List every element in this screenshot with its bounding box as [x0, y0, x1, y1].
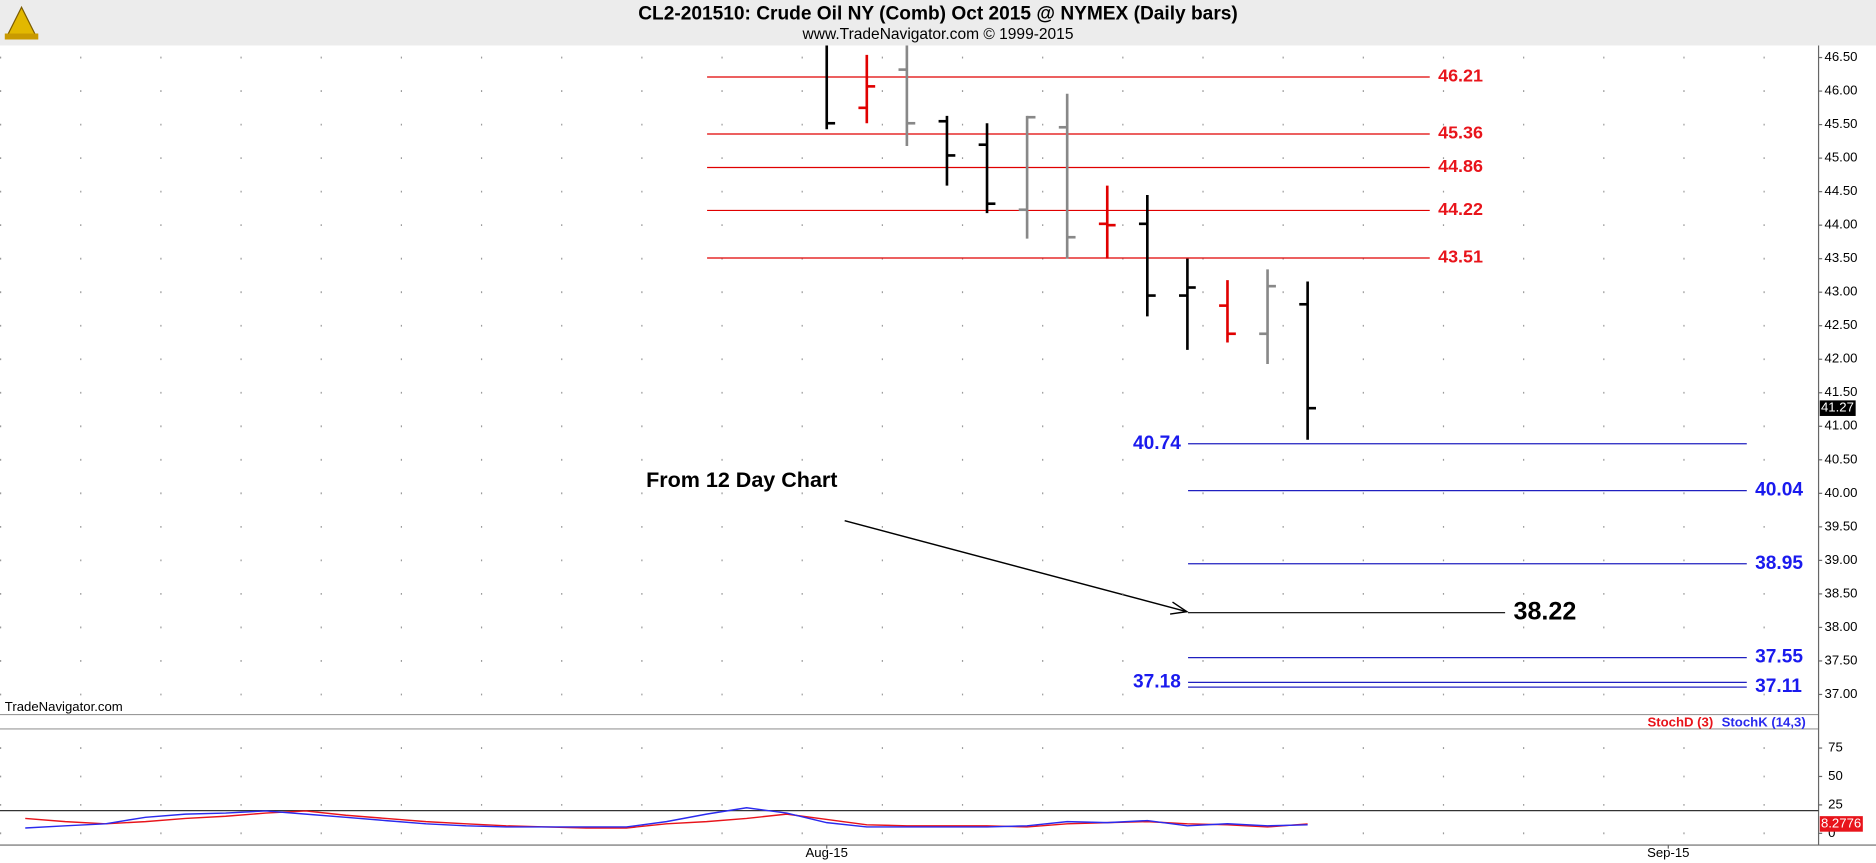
level-label: 44.86 — [1438, 156, 1483, 176]
stoch-line — [25, 810, 1308, 829]
y-tick-label: 44.00 — [1825, 217, 1858, 232]
y-tick-label: 45.50 — [1825, 116, 1858, 131]
header-band — [0, 0, 1876, 46]
y-tick-label: 41.00 — [1825, 418, 1858, 433]
watermark: TradeNavigator.com — [5, 699, 123, 714]
y-tick-label: 50 — [1828, 768, 1843, 783]
chart-subtitle: www.TradeNavigator.com © 1999-2015 — [802, 26, 1074, 43]
legend-label: StochK (14,3) — [1722, 714, 1806, 729]
x-tick-label: Sep-15 — [1647, 845, 1689, 860]
y-tick-label: 25 — [1828, 796, 1843, 811]
y-tick-label: 37.00 — [1825, 686, 1858, 701]
legend-label: StochD (3) — [1647, 714, 1713, 729]
last-value-box — [1819, 816, 1863, 832]
level-label: 37.18 — [1133, 671, 1181, 692]
y-tick-label: 38.00 — [1825, 619, 1858, 634]
y-tick-label: 42.00 — [1825, 351, 1858, 366]
y-tick-label: 46.50 — [1825, 49, 1858, 64]
arrow-head — [1170, 601, 1189, 615]
y-tick-label: 45.00 — [1825, 150, 1858, 165]
logo — [4, 5, 39, 40]
x-tick-label: Aug-15 — [806, 845, 848, 860]
level-label: 40.04 — [1755, 480, 1803, 501]
last-price-box — [1819, 400, 1856, 416]
level-label: 44.22 — [1438, 199, 1483, 219]
y-tick-label: 39.50 — [1825, 518, 1858, 533]
level-label: 38.22 — [1513, 597, 1576, 625]
stoch-line — [25, 807, 1308, 829]
y-tick-label: 46.00 — [1825, 83, 1858, 98]
y-tick-label: 42.50 — [1825, 317, 1858, 332]
y-tick-label: 0 — [1828, 825, 1835, 840]
y-tick-label: 39.00 — [1825, 552, 1858, 567]
y-tick-label: 37.50 — [1825, 652, 1858, 667]
y-tick-label: 44.50 — [1825, 183, 1858, 198]
y-tick-label: 38.50 — [1825, 585, 1858, 600]
level-label: 40.74 — [1133, 433, 1181, 454]
level-label: 43.51 — [1438, 247, 1483, 267]
level-label: 45.36 — [1438, 123, 1483, 143]
level-label: 37.11 — [1755, 676, 1802, 697]
last-value-label: 8.2776 — [1821, 815, 1861, 830]
annotation: From 12 Day Chart — [646, 468, 837, 492]
y-tick-label: 75 — [1828, 740, 1843, 755]
plot-area — [0, 45, 1819, 846]
level-label: 38.95 — [1755, 553, 1803, 574]
chart-title: CL2-201510: Crude Oil NY (Comb) Oct 2015… — [638, 3, 1238, 24]
y-tick-label: 43.50 — [1825, 250, 1858, 265]
level-label: 37.55 — [1755, 647, 1803, 668]
y-tick-label: 41.50 — [1825, 384, 1858, 399]
annotation-arrow — [844, 519, 1188, 613]
level-label: 46.21 — [1438, 66, 1483, 86]
last-price-label: 41.27 — [1821, 400, 1854, 415]
y-tick-label: 40.00 — [1825, 485, 1858, 500]
y-tick-label: 40.50 — [1825, 451, 1858, 466]
y-tick-label: 43.00 — [1825, 284, 1858, 299]
